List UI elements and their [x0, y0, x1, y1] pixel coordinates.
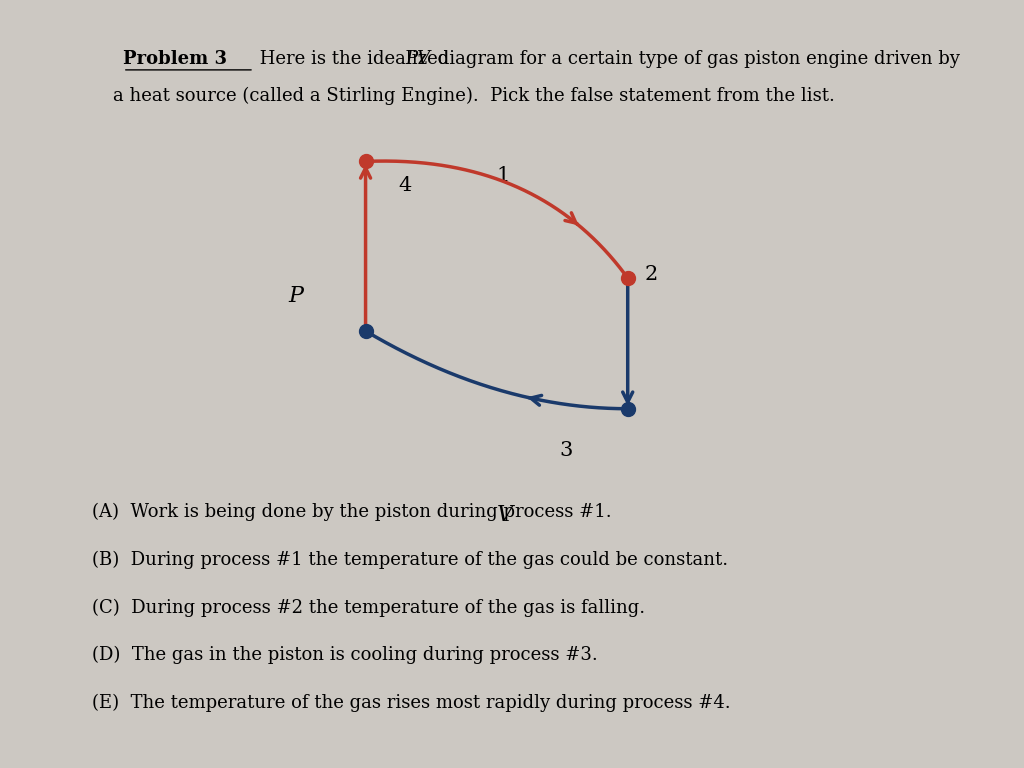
Text: Problem 3: Problem 3	[123, 50, 227, 68]
Text: (E)  The temperature of the gas rises most rapidly during process #4.: (E) The temperature of the gas rises mos…	[92, 694, 731, 712]
Text: 4: 4	[398, 176, 412, 194]
Text: a heat source (called a Stirling Engine).  Pick the false statement from the lis: a heat source (called a Stirling Engine)…	[113, 87, 835, 105]
Text: (A)  Work is being done by the piston during process #1.: (A) Work is being done by the piston dur…	[92, 503, 611, 521]
Text: diagram for a certain type of gas piston engine driven by: diagram for a certain type of gas piston…	[432, 50, 961, 68]
Text: V: V	[497, 504, 513, 526]
Text: P: P	[289, 285, 303, 306]
Text: 1: 1	[497, 166, 510, 185]
Text: Here is the idealized: Here is the idealized	[254, 50, 455, 68]
Text: (B)  During process #1 the temperature of the gas could be constant.: (B) During process #1 the temperature of…	[92, 551, 728, 569]
Text: PV: PV	[406, 50, 431, 68]
Text: 2: 2	[644, 265, 657, 284]
Text: (D)  The gas in the piston is cooling during process #3.: (D) The gas in the piston is cooling dur…	[92, 646, 598, 664]
Text: (C)  During process #2 the temperature of the gas is falling.: (C) During process #2 the temperature of…	[92, 598, 645, 617]
Text: 3: 3	[559, 441, 573, 459]
